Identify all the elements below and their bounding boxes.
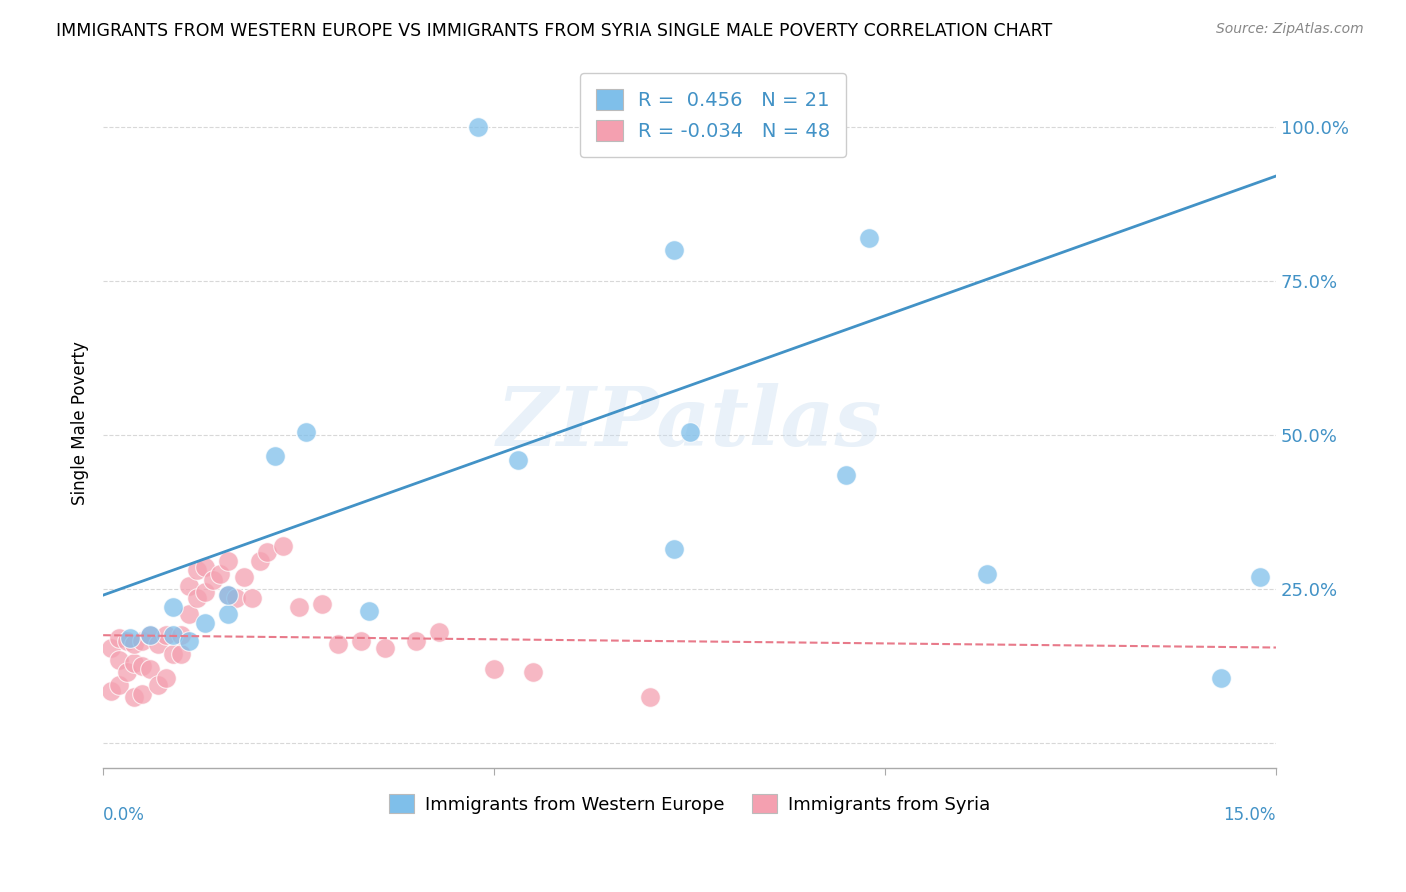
- Point: [124, 656, 146, 670]
- Point: [170, 647, 193, 661]
- Point: [124, 637, 146, 651]
- Point: [186, 591, 208, 606]
- Point: [209, 566, 232, 581]
- Point: [271, 539, 294, 553]
- Point: [662, 541, 685, 556]
- Point: [217, 588, 239, 602]
- Point: [139, 662, 162, 676]
- Point: [662, 243, 685, 257]
- Point: [357, 603, 380, 617]
- Point: [131, 659, 153, 673]
- Point: [256, 545, 278, 559]
- Point: [179, 634, 201, 648]
- Point: [249, 554, 271, 568]
- Point: [295, 425, 318, 439]
- Point: [131, 687, 153, 701]
- Point: [162, 600, 184, 615]
- Point: [179, 607, 201, 621]
- Point: [201, 573, 224, 587]
- Point: [107, 677, 129, 691]
- Point: [467, 120, 489, 134]
- Point: [311, 598, 333, 612]
- Point: [287, 600, 309, 615]
- Text: Source: ZipAtlas.com: Source: ZipAtlas.com: [1216, 22, 1364, 37]
- Point: [139, 628, 162, 642]
- Point: [506, 452, 529, 467]
- Point: [115, 634, 138, 648]
- Point: [678, 425, 700, 439]
- Point: [858, 230, 880, 244]
- Point: [326, 637, 349, 651]
- Point: [1249, 569, 1271, 583]
- Point: [976, 566, 998, 581]
- Point: [194, 560, 217, 574]
- Point: [225, 591, 247, 606]
- Point: [139, 628, 162, 642]
- Point: [100, 640, 122, 655]
- Point: [107, 632, 129, 646]
- Point: [217, 588, 239, 602]
- Point: [194, 615, 217, 630]
- Point: [124, 690, 146, 704]
- Point: [170, 628, 193, 642]
- Point: [186, 564, 208, 578]
- Point: [217, 554, 239, 568]
- Point: [155, 628, 177, 642]
- Point: [162, 647, 184, 661]
- Text: ZIPatlas: ZIPatlas: [496, 383, 883, 463]
- Point: [107, 653, 129, 667]
- Point: [835, 467, 858, 482]
- Text: 15.0%: 15.0%: [1223, 805, 1277, 823]
- Point: [264, 450, 287, 464]
- Point: [217, 607, 239, 621]
- Point: [120, 632, 142, 646]
- Point: [146, 637, 169, 651]
- Point: [350, 634, 373, 648]
- Point: [405, 634, 427, 648]
- Text: 0.0%: 0.0%: [103, 805, 145, 823]
- Point: [522, 665, 544, 680]
- Point: [240, 591, 263, 606]
- Point: [482, 662, 505, 676]
- Point: [427, 625, 450, 640]
- Point: [100, 683, 122, 698]
- Point: [232, 569, 254, 583]
- Point: [1211, 671, 1233, 685]
- Point: [374, 640, 396, 655]
- Y-axis label: Single Male Poverty: Single Male Poverty: [72, 341, 89, 505]
- Point: [640, 690, 662, 704]
- Point: [146, 677, 169, 691]
- Point: [179, 579, 201, 593]
- Legend: Immigrants from Western Europe, Immigrants from Syria: Immigrants from Western Europe, Immigran…: [382, 787, 997, 821]
- Text: IMMIGRANTS FROM WESTERN EUROPE VS IMMIGRANTS FROM SYRIA SINGLE MALE POVERTY CORR: IMMIGRANTS FROM WESTERN EUROPE VS IMMIGR…: [56, 22, 1053, 40]
- Point: [162, 628, 184, 642]
- Point: [131, 634, 153, 648]
- Point: [155, 671, 177, 685]
- Point: [115, 665, 138, 680]
- Point: [194, 585, 217, 599]
